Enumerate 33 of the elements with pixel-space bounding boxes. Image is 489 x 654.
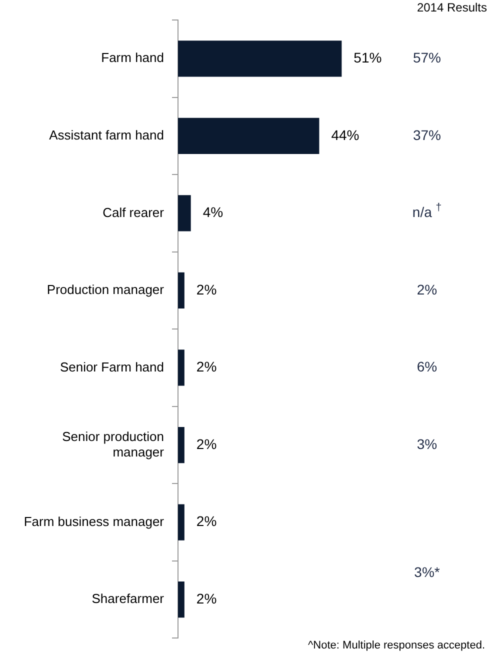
- bar: [178, 195, 191, 232]
- y-tick-label: Assistant farm hand: [49, 127, 164, 142]
- bar: [178, 118, 320, 154]
- y-tick-label: Calf rearer: [102, 204, 165, 220]
- data-label: 44%: [331, 126, 360, 143]
- y-tick-label: Senior Farm hand: [60, 359, 164, 374]
- text: 2%: [416, 281, 438, 298]
- y-tick-label: Sharefarmer: [92, 591, 165, 606]
- data-label: 4%: [202, 204, 224, 220]
- text: ^Note: Multiple responses accepted.: [308, 640, 486, 652]
- text: n/a †: [412, 201, 442, 220]
- data-label: 2%: [196, 281, 217, 298]
- text: 2014 Results: [416, 0, 488, 14]
- text: 6%: [416, 358, 438, 375]
- bar: [178, 504, 184, 540]
- text: 3%*: [414, 564, 440, 580]
- bar: [178, 272, 184, 309]
- bar: [178, 350, 184, 386]
- y-tick-label: Farm hand: [101, 50, 164, 66]
- text: 57%: [412, 49, 442, 66]
- data-label: 51%: [354, 49, 382, 66]
- text: 3%: [416, 436, 438, 452]
- y-tick-label: Farm business manager: [24, 514, 165, 529]
- bar: [178, 426, 184, 464]
- bar: [178, 40, 342, 77]
- bar: [178, 582, 184, 618]
- y-tick-label: Senior production manager: [62, 428, 165, 460]
- data-label: 2%: [196, 358, 217, 375]
- text: 37%: [412, 126, 442, 143]
- data-label: 2%: [196, 590, 217, 606]
- data-label: 2%: [196, 513, 217, 530]
- data-label: 2%: [196, 436, 217, 452]
- y-tick-label: Production manager: [46, 282, 165, 298]
